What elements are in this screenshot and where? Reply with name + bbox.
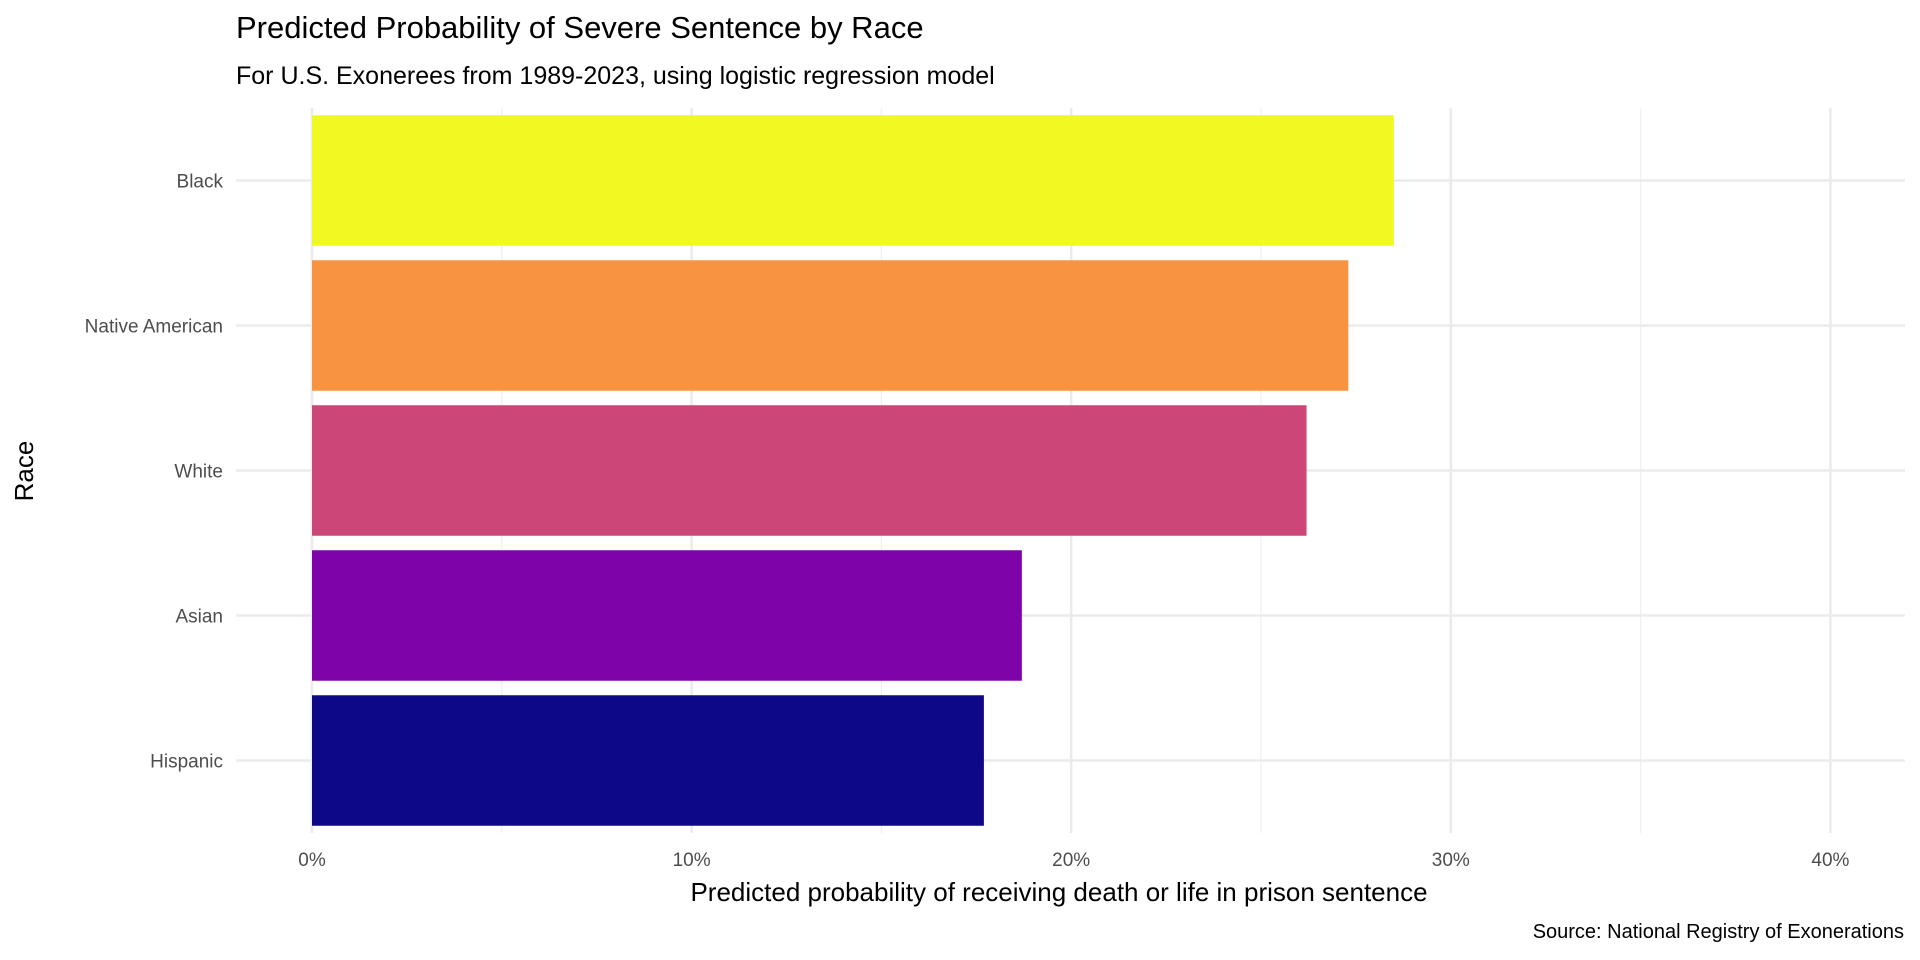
x-tick-label: 0% — [298, 850, 326, 871]
x-tick-labels: 0% 10% 20% 30% 40% — [298, 850, 1849, 871]
chart-subtitle: For U.S. Exonerees from 1989-2023, using… — [236, 62, 995, 90]
bars — [312, 115, 1394, 826]
x-tick-label: 10% — [673, 850, 711, 871]
x-tick-label: 40% — [1811, 850, 1849, 871]
bar-hispanic — [312, 695, 984, 826]
chart-caption: Source: National Registry of Exoneration… — [1533, 921, 1904, 943]
bar-black — [312, 115, 1394, 246]
x-axis-title: Predicted probability of receiving death… — [690, 877, 1427, 907]
bar-asian — [312, 550, 1022, 681]
y-tick-label: Black — [177, 172, 224, 193]
y-tick-labels: Black Native American White Asian Hispanic — [85, 172, 224, 773]
y-tick-label: White — [174, 462, 223, 483]
x-tick-label: 20% — [1052, 850, 1090, 871]
y-tick-label: Native American — [85, 317, 223, 338]
bar-native-american — [312, 260, 1349, 391]
y-tick-label: Asian — [175, 607, 223, 628]
y-tick-label: Hispanic — [150, 752, 223, 773]
x-tick-label: 30% — [1432, 850, 1470, 871]
y-axis-title: Race — [9, 441, 39, 502]
bar-white — [312, 405, 1307, 536]
chart-title: Predicted Probability of Severe Sentence… — [236, 10, 924, 45]
